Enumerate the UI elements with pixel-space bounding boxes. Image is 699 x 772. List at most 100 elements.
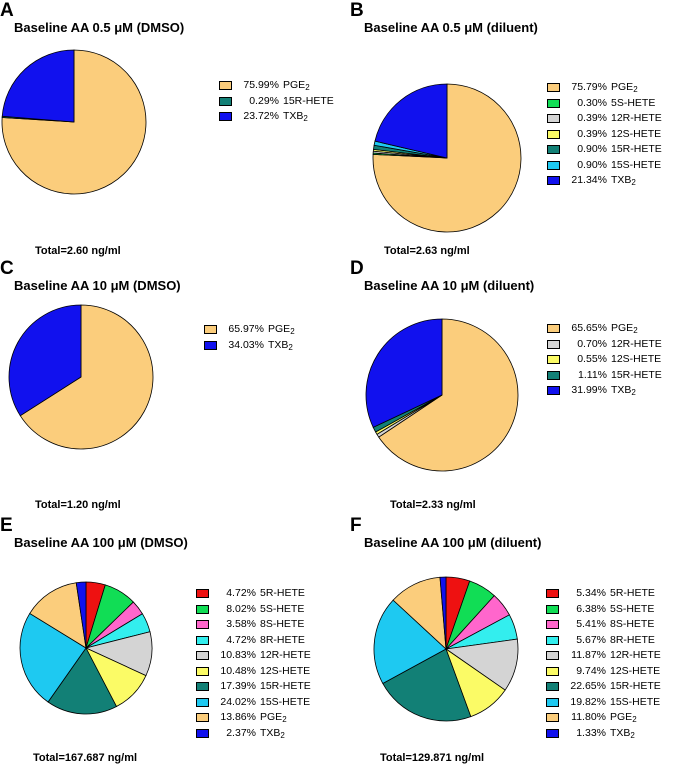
legend-percent: 19.82%	[570, 695, 606, 708]
legend-swatch	[546, 682, 559, 692]
legend-item: 0.39% 12S-HETE	[547, 127, 662, 143]
panel-letter: A	[0, 0, 14, 21]
legend-swatch	[196, 728, 209, 738]
legend-label: 15S-HETE	[260, 695, 311, 708]
legend-item: 10.83% 12R-HETE	[196, 648, 311, 664]
legend-percent: 0.29%	[249, 94, 279, 107]
legend-item: 0.30% 5S-HETE	[547, 96, 662, 112]
legend-item: 11.80% PGE2	[546, 710, 661, 726]
legend-swatch	[546, 728, 559, 738]
legend-item: 0.55% 12S-HETE	[547, 352, 662, 368]
legend-percent: 23.72%	[243, 110, 279, 122]
pie-slice-15s-hete	[373, 599, 447, 685]
legend-swatch	[547, 145, 560, 155]
pie-slice-txb2	[75, 581, 87, 649]
pie-slice-txb2	[374, 83, 448, 159]
legend-label: 8S-HETE	[260, 618, 305, 630]
legend-percent: 75.99%	[243, 79, 279, 91]
legend-swatch	[547, 114, 560, 124]
legend: 65.65% PGE2 0.70% 12R-HETE 0.55% 12S-HETE 1.11…	[547, 321, 662, 399]
legend-label: 15S-HETE	[611, 158, 662, 171]
legend-item: 0.70% 12R-HETE	[547, 337, 662, 353]
legend-swatch	[547, 176, 560, 186]
legend-swatch	[546, 589, 559, 599]
legend-percent: 2.37%	[226, 726, 256, 739]
panel-title: Baseline AA 100 μM (diluent)	[364, 535, 542, 550]
pie-slice-15r-hete	[382, 648, 472, 722]
legend-percent: 1.33%	[576, 726, 606, 739]
legend-percent: 0.90%	[577, 143, 607, 155]
legend-item: 17.39% 15R-HETE	[196, 679, 311, 695]
panel-title: Baseline AA 100 μM (DMSO)	[14, 535, 188, 550]
legend-percent: 75.79%	[571, 81, 607, 93]
legend-percent: 0.90%	[577, 158, 607, 171]
legend-label: 12S-HETE	[610, 664, 661, 677]
legend-swatch	[546, 604, 559, 614]
legend-swatch	[547, 339, 560, 349]
legend-percent: 1.11%	[578, 368, 607, 381]
legend-item: 22.65% 15R-HETE	[546, 679, 661, 695]
pie-chart	[8, 304, 154, 450]
pie-chart	[365, 318, 519, 472]
pie-slice-txb2	[439, 576, 447, 650]
legend-label: 8S-HETE	[610, 618, 655, 630]
total-label: Total=2.60 ng/ml	[35, 245, 121, 257]
legend-label: PGE2	[610, 711, 637, 724]
panel-b: B Baseline AA 0.5 μM (diluent) 75.79% PGE2 0…	[350, 0, 699, 257]
pie-chart	[373, 576, 519, 722]
legend-percent: 31.99%	[571, 384, 607, 396]
legend-label: 15R-HETE	[260, 680, 311, 692]
legend-swatch	[547, 83, 560, 93]
pie-slice-pge2	[19, 304, 154, 450]
pie-slice-txb2	[8, 304, 82, 417]
legend-swatch	[196, 651, 209, 661]
legend-swatch	[546, 713, 559, 723]
legend-percent: 0.70%	[577, 337, 607, 350]
legend-label: 12S-HETE	[260, 664, 311, 677]
legend-label: 15R-HETE	[611, 368, 662, 381]
legend-swatch	[547, 98, 560, 108]
legend-item: 5.67% 8R-HETE	[546, 633, 661, 649]
legend-swatch	[547, 355, 560, 365]
legend-swatch	[219, 96, 232, 106]
total-label: Total=1.20 ng/ml	[35, 499, 121, 511]
legend-percent: 21.34%	[571, 174, 607, 186]
legend-percent: 0.39%	[577, 127, 607, 140]
legend-percent: 10.48%	[220, 664, 256, 677]
panel-letter: C	[0, 258, 14, 279]
legend-label: 5R-HETE	[260, 587, 305, 599]
legend-swatch	[196, 697, 209, 707]
legend-item: 75.99% PGE2	[219, 78, 334, 94]
legend-label: 5S-HETE	[610, 602, 655, 615]
legend-swatch	[196, 604, 209, 614]
legend: 75.99% PGE2 0.29% 15R-HETE 23.72% TXB2	[219, 78, 334, 125]
legend-swatch	[547, 386, 560, 396]
legend-item: 1.33% TXB2	[546, 726, 661, 742]
legend-label: 8R-HETE	[260, 633, 305, 646]
panel-title: Baseline AA 10 μM (diluent)	[364, 278, 535, 293]
legend-label: PGE2	[611, 81, 638, 94]
legend-label: 15R-HETE	[611, 143, 662, 155]
legend-percent: 24.02%	[220, 695, 256, 708]
panel-title: Baseline AA 10 μM (DMSO)	[14, 278, 181, 293]
legend-percent: 0.39%	[577, 112, 607, 124]
legend-item: 2.37% TXB2	[196, 726, 311, 742]
panel-c: C Baseline AA 10 μM (DMSO) 65.97% PGE2 34.03…	[0, 258, 349, 515]
total-label: Total=167.687 ng/ml	[33, 752, 138, 764]
legend-swatch	[219, 112, 232, 122]
legend-item: 0.29% 15R-HETE	[219, 94, 334, 110]
panel-letter: D	[350, 258, 364, 279]
pie-chart	[1, 49, 147, 195]
legend-item: 75.79% PGE2	[547, 80, 662, 96]
legend-percent: 0.55%	[577, 353, 607, 365]
legend-percent: 8.02%	[226, 602, 256, 615]
legend-swatch	[196, 682, 209, 692]
legend-percent: 11.87%	[571, 649, 606, 661]
pie-slice-txb2	[365, 318, 443, 428]
panel-title: Baseline AA 0.5 μM (DMSO)	[14, 20, 185, 35]
panel-letter: B	[350, 0, 364, 21]
legend-swatch	[546, 651, 559, 661]
legend-swatch	[204, 325, 217, 335]
pie-slice-pge2	[29, 582, 87, 649]
